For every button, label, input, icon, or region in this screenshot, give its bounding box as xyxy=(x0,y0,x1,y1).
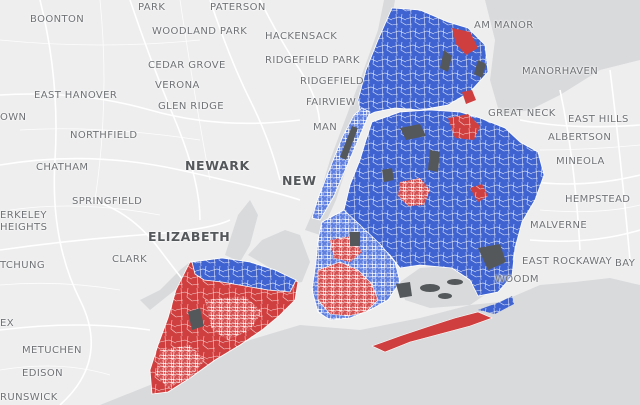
queens-red-middle-village xyxy=(398,178,430,206)
label-boonton: BOONTON xyxy=(30,14,85,25)
breezy-point xyxy=(478,296,514,314)
label-woodland-park: WOODLAND PARK xyxy=(152,26,248,37)
label-glen-ridge: GLEN RIDGE xyxy=(158,101,224,112)
label-erkeley: ERKELEY xyxy=(0,210,47,221)
label-clark: CLARK xyxy=(112,254,148,265)
arthur-kill xyxy=(140,262,198,310)
label-east-hills: EAST HILLS xyxy=(568,114,629,125)
label-east-rockaway: EAST ROCKAWAY xyxy=(522,256,612,267)
label-east-hanover: EAST HANOVER xyxy=(34,90,118,101)
parks-and-airports xyxy=(188,50,506,330)
label-new-york: NEW xyxy=(282,173,317,188)
label-own: OWN xyxy=(0,112,27,123)
label-ridgefield-park: RIDGEFIELD PARK xyxy=(265,55,360,66)
label-cedar-grove: CEDAR GROVE xyxy=(148,60,226,71)
staten-island-dense-red xyxy=(205,296,262,340)
label-am-manor: AM MANOR xyxy=(474,20,534,31)
label-verona: VERONA xyxy=(155,80,200,91)
greenbelt-park xyxy=(188,308,204,330)
label-springfield: SPRINGFIELD xyxy=(72,196,143,207)
newark-bay xyxy=(225,200,258,262)
label-chatham: CHATHAM xyxy=(36,162,89,173)
staten-island-north-shore xyxy=(191,257,297,293)
label-metuchen: METUCHEN xyxy=(22,345,82,356)
label-ridgefield: RIDGEFIELD xyxy=(300,76,364,87)
flushing-meadows xyxy=(428,150,440,172)
label-tchung: TCHUNG xyxy=(0,260,45,271)
label-great-neck: GREAT NECK xyxy=(488,108,556,119)
label-hempstead: HEMPSTEAD xyxy=(565,194,631,205)
prospect-park xyxy=(350,232,360,246)
label-edison: EDISON xyxy=(22,368,64,379)
minor-roads xyxy=(0,0,640,376)
central-park xyxy=(340,126,358,160)
floyd-bennett-field xyxy=(396,282,412,298)
label-hackensack: HACKENSACK xyxy=(265,31,338,42)
south-shore-lagoons xyxy=(505,278,640,305)
label-manorhaven: MANORHAVEN xyxy=(522,66,599,77)
label-runswick: RUNSWICK xyxy=(0,392,58,403)
cemetery-queens xyxy=(382,168,394,182)
manhattan-districts xyxy=(311,107,371,221)
label-albertson: ALBERTSON xyxy=(548,132,612,143)
jfk-airport xyxy=(478,244,506,270)
label-heights: HEIGHTS xyxy=(0,222,48,233)
label-mineola: MINEOLA xyxy=(556,156,605,167)
upper-bay xyxy=(248,230,310,285)
van-cortlandt-park xyxy=(440,50,452,72)
pelham-bay-park xyxy=(474,60,486,78)
bronx-red-small xyxy=(462,90,476,104)
bronx-red-riverdale xyxy=(452,28,478,55)
label-man: MAN xyxy=(313,122,338,133)
label-newark: NEWARK xyxy=(185,158,250,173)
jamaica-bay-islands xyxy=(420,279,463,299)
label-northfield: NORTHFIELD xyxy=(70,130,138,141)
label-bay: BAY xyxy=(615,258,636,269)
label-ex: EX xyxy=(0,318,14,329)
label-woodmere: WOODM xyxy=(495,274,539,285)
rockaway-peninsula xyxy=(371,311,493,353)
label-malverne: MALVERNE xyxy=(530,220,588,231)
atlantic-ocean xyxy=(100,298,640,405)
staten-island-south-dense xyxy=(156,345,205,388)
laguardia-airport xyxy=(400,124,426,140)
queens-red-howard-beach xyxy=(470,184,488,202)
label-paterson: PATERSON xyxy=(210,2,266,13)
label-elizabeth: ELIZABETH xyxy=(148,229,231,244)
long-island-sound xyxy=(485,0,640,115)
label-park: PARK xyxy=(138,2,166,13)
brooklyn-red-southwest xyxy=(317,261,379,317)
label-fairview: FAIRVIEW xyxy=(306,97,357,108)
queens-red-whitestone xyxy=(448,114,480,140)
